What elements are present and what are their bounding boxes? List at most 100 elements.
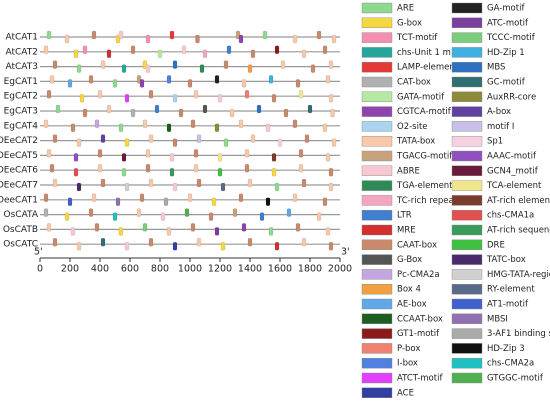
legend-swatch <box>451 135 483 147</box>
legend-label: CGTCA-motif <box>397 107 452 117</box>
legend-label: AuxRR-core <box>487 92 536 102</box>
motif-mark <box>130 108 136 118</box>
x-tick-label: 400 <box>91 264 109 275</box>
motif-mark <box>52 237 58 247</box>
motif-mark <box>100 60 106 69</box>
motif-mark <box>154 104 160 114</box>
motif-mark <box>301 178 307 188</box>
motif-mark <box>301 237 307 247</box>
motif-mark <box>70 123 76 133</box>
legend-swatch <box>451 298 483 310</box>
motif-mark <box>67 197 73 207</box>
legend-label: chs-CMA2a <box>487 359 534 369</box>
legend-label: ACE <box>397 388 414 398</box>
legend-label: motif I <box>487 122 514 132</box>
motif-mark <box>124 241 130 251</box>
legend-label: TGA-element <box>396 181 453 191</box>
legend-swatch <box>451 47 483 58</box>
legend-label: G-Box <box>397 255 422 265</box>
motif-mark <box>121 167 127 177</box>
motif-mark <box>145 149 151 158</box>
legend-label: P-box <box>397 344 420 354</box>
legend-swatch <box>451 358 483 369</box>
motif-mark <box>118 123 124 133</box>
motif-mark <box>43 119 49 129</box>
legend-label: GTGGC-motif <box>487 374 544 384</box>
motif-mark <box>184 208 190 217</box>
motif-mark <box>199 64 205 73</box>
motif-mark <box>94 223 100 232</box>
motif-mark <box>97 89 103 99</box>
motif-mark <box>172 93 178 103</box>
legend-label: G-box <box>397 18 422 28</box>
legend-label: AT1-motif <box>487 300 529 310</box>
motif-mark <box>328 60 334 69</box>
motif-mark <box>271 93 277 103</box>
motif-mark <box>244 163 250 173</box>
x-tick-label: 1000 <box>178 264 202 275</box>
x-tick-label: 600 <box>121 264 139 275</box>
motif-mark <box>64 34 70 44</box>
legend-label: AAAC-motif <box>487 152 537 162</box>
motif-mark <box>148 89 154 99</box>
legend-label: AT-rich element <box>487 196 550 206</box>
legend-swatch <box>451 195 483 206</box>
motif-mark <box>247 64 253 73</box>
motif-mark <box>325 153 331 162</box>
motif-mark <box>124 182 130 192</box>
motif-mark <box>88 75 94 84</box>
x-tick-label: 800 <box>151 264 169 275</box>
motif-mark <box>166 123 172 133</box>
motif-mark <box>220 241 226 251</box>
legend-swatch <box>361 387 393 398</box>
x-tick-label: 1400 <box>238 264 262 275</box>
motif-mark <box>169 153 175 162</box>
motif-mark <box>322 197 328 207</box>
motif-mark <box>130 45 136 54</box>
motif-mark <box>247 237 253 247</box>
gene-label: OsCATC <box>3 240 38 250</box>
motif-mark <box>214 227 220 236</box>
legend-swatch <box>451 224 483 236</box>
legend-label: TATA-box <box>396 137 435 147</box>
x-tick-label: 0 <box>37 264 43 275</box>
legend-swatch <box>361 135 393 147</box>
legend-swatch <box>361 47 393 58</box>
x-tick-label: 1200 <box>208 264 232 275</box>
motif-mark <box>202 104 208 114</box>
gene-label: AtCAT3 <box>6 62 39 72</box>
legend-label: DRE <box>487 240 505 250</box>
x-tick-label: 200 <box>61 264 79 275</box>
legend-swatch <box>361 298 393 310</box>
motif-mark <box>166 75 172 84</box>
gene-label: EgCAT3 <box>4 107 38 117</box>
motif-mark <box>43 45 49 54</box>
legend-swatch <box>361 2 393 14</box>
x-tick-label: 1800 <box>298 264 322 275</box>
gene-label: AtCAT1 <box>6 33 39 43</box>
motif-mark <box>124 138 130 147</box>
gene-label: AtCAT2 <box>6 47 39 57</box>
motif-mark <box>271 153 277 162</box>
legend-label: ATCT-motif <box>397 374 443 384</box>
legend-swatch <box>361 224 393 236</box>
motif-mark <box>208 212 214 221</box>
motif-mark <box>46 89 52 99</box>
motif-mark <box>223 60 229 69</box>
motif-mark <box>283 108 289 118</box>
motif-mark <box>148 178 154 188</box>
legend-label: GATA-motif <box>397 92 445 102</box>
legend-swatch <box>361 62 393 73</box>
end-label: 3' <box>341 247 350 258</box>
legend-label: GA-motif <box>487 4 525 14</box>
motif-mark <box>145 163 151 173</box>
motif-mark <box>268 227 274 236</box>
motif-mark <box>46 30 52 40</box>
motif-mark <box>100 134 106 143</box>
motif-mark <box>97 163 103 173</box>
motif-mark <box>166 227 172 236</box>
gene-label: EgCAT4 <box>4 121 39 131</box>
motif-mark <box>328 182 334 192</box>
motif-mark <box>193 89 199 99</box>
legend-label: HD-Zip 1 <box>487 48 525 58</box>
